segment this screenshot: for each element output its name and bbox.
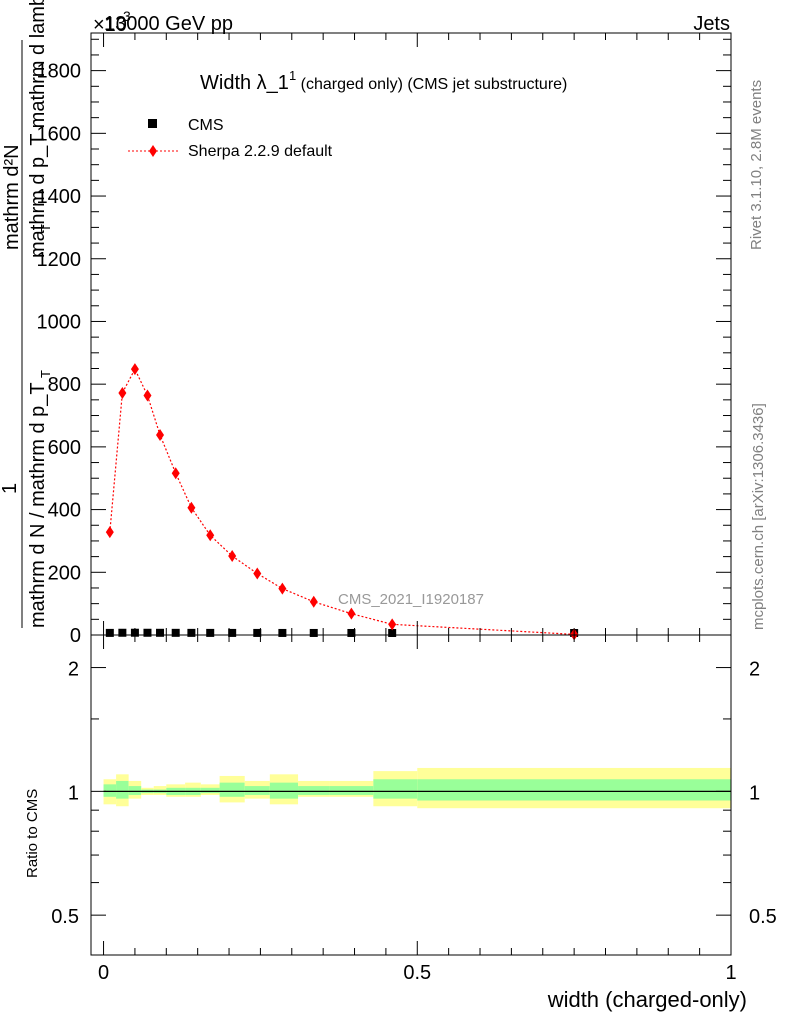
sherpa-point [105, 526, 114, 539]
cms-point [105, 628, 114, 637]
ratio-band-inner [200, 787, 220, 794]
ratio-xtick-label: 1 [725, 962, 736, 984]
ratio-panel: 0.5 0.5 1 1 2 2 0 0.5 1 [51, 634, 777, 984]
ratio-ytick-label-right: 2 [749, 659, 760, 681]
main-series-layer [105, 363, 579, 641]
sherpa-point [278, 582, 287, 595]
ratio-band-inner [103, 784, 117, 797]
ylabel-bottom-sub: T [38, 370, 53, 378]
ratio-ytick-label: 2 [68, 659, 79, 681]
cms-point [171, 628, 180, 637]
cms-point [309, 628, 318, 637]
ratio-ytick-label: 0.5 [51, 906, 79, 928]
main-ytick-label: 800 [48, 374, 81, 396]
main-panel: 0 200 400 600 800 1000 1200 1400 1600 1800 [37, 32, 732, 647]
exponent-base: ×10 [93, 14, 127, 36]
ylabel-top-line2: mathrm d p_T mathrm d lambda [27, 0, 49, 258]
sherpa-point [187, 501, 196, 514]
mcplots-label: mcplots.cern.ch [arXiv:1306.3436] [750, 403, 767, 630]
main-frame [90, 32, 732, 636]
cms-point [156, 628, 165, 637]
sherpa-point [171, 467, 180, 480]
ylabel-top-line: mathrm d²N [1, 144, 23, 250]
energy-label: 13000 GeV pp [104, 13, 233, 35]
ratio-band-inner [244, 786, 270, 795]
main-ylabel: mathrm d²N mathrm d p_T mathrm d lambda … [0, 0, 53, 628]
cms-point [187, 628, 196, 637]
ratio-band-inner [329, 786, 374, 795]
main-ytick-label: 1800 [37, 61, 82, 83]
main-ticks: 0 200 400 600 800 1000 1200 1400 1600 1800 [37, 33, 732, 647]
plot-title: Width λ_11 (charged only) (CMS jet subst… [200, 68, 567, 94]
sherpa-point [388, 618, 397, 631]
category-label: Jets [693, 13, 730, 35]
ratio-band-inner [417, 779, 731, 801]
ratio-band-inner [116, 780, 129, 799]
x-axis-label: width (charged-only) [547, 987, 747, 1012]
plot-title-tail: (charged only) (CMS jet substructure) [296, 76, 567, 93]
cms-point [347, 628, 356, 637]
cms-point [388, 628, 397, 637]
main-ytick-label: 400 [48, 500, 81, 522]
ratio-ytick-label: 1 [68, 782, 79, 804]
exponent-power: 3 [123, 8, 131, 24]
ratio-band-inner [373, 779, 418, 799]
analysis-watermark: CMS_2021_I1920187 [338, 591, 484, 608]
plot-title-lead: Width λ_1 [200, 72, 289, 94]
legend-label-cms: CMS [188, 117, 224, 134]
ylabel-bottom-line: mathrm d N / mathrm d p_T [27, 382, 49, 628]
sherpa-point [228, 549, 237, 562]
cms-point [228, 628, 237, 637]
main-ytick-label: 1000 [37, 311, 82, 333]
ratio-frame [90, 634, 732, 956]
sherpa-point [309, 595, 318, 608]
plot-title-sup: 1 [289, 68, 296, 83]
ratio-band-inner [298, 786, 330, 795]
cms-point [206, 628, 215, 637]
cms-point [253, 628, 262, 637]
ratio-ylabel: Ratio to CMS [24, 789, 41, 878]
ylabel-top-sub: T [38, 224, 53, 232]
main-ytick-label: 0 [70, 625, 81, 647]
ratio-ticks: 0.5 0.5 1 1 2 2 0 0.5 1 [51, 635, 777, 984]
ratio-band-inner [219, 782, 245, 797]
main-ytick-label: 1200 [37, 249, 82, 271]
sherpa-point [130, 363, 139, 376]
main-ytick-label: 200 [48, 562, 81, 584]
legend-marker-sherpa [149, 145, 157, 157]
ratio-bands [103, 767, 731, 809]
rivet-version-label: Rivet 3.1.10, 2.8M events [748, 80, 765, 250]
legend-label-sherpa: Sherpa 2.2.9 default [188, 143, 333, 160]
sherpa-point [347, 607, 356, 620]
ratio-band-inner [128, 786, 142, 795]
ylabel-one: 1 [0, 483, 21, 494]
cms-point [278, 628, 287, 637]
cms-point [143, 628, 152, 637]
ratio-band-inner [269, 782, 299, 799]
main-ytick-label: 1400 [37, 186, 82, 208]
legend: CMS Sherpa 2.2.9 default [128, 117, 333, 160]
cms-point [118, 628, 127, 637]
ratio-xtick-label: 0.5 [403, 962, 431, 984]
ratio-xtick-label: 0 [98, 962, 109, 984]
sherpa-point [253, 567, 262, 580]
ratio-ytick-label-right: 0.5 [749, 906, 777, 928]
ratio-ytick-label-right: 1 [749, 782, 760, 804]
main-ytick-label: 1600 [37, 123, 82, 145]
sherpa-point [206, 529, 215, 542]
sherpa-point [143, 389, 152, 402]
main-ytick-label: 600 [48, 437, 81, 459]
sherpa-point [118, 386, 127, 399]
sherpa-point [156, 428, 165, 441]
legend-marker-cms [148, 119, 157, 128]
